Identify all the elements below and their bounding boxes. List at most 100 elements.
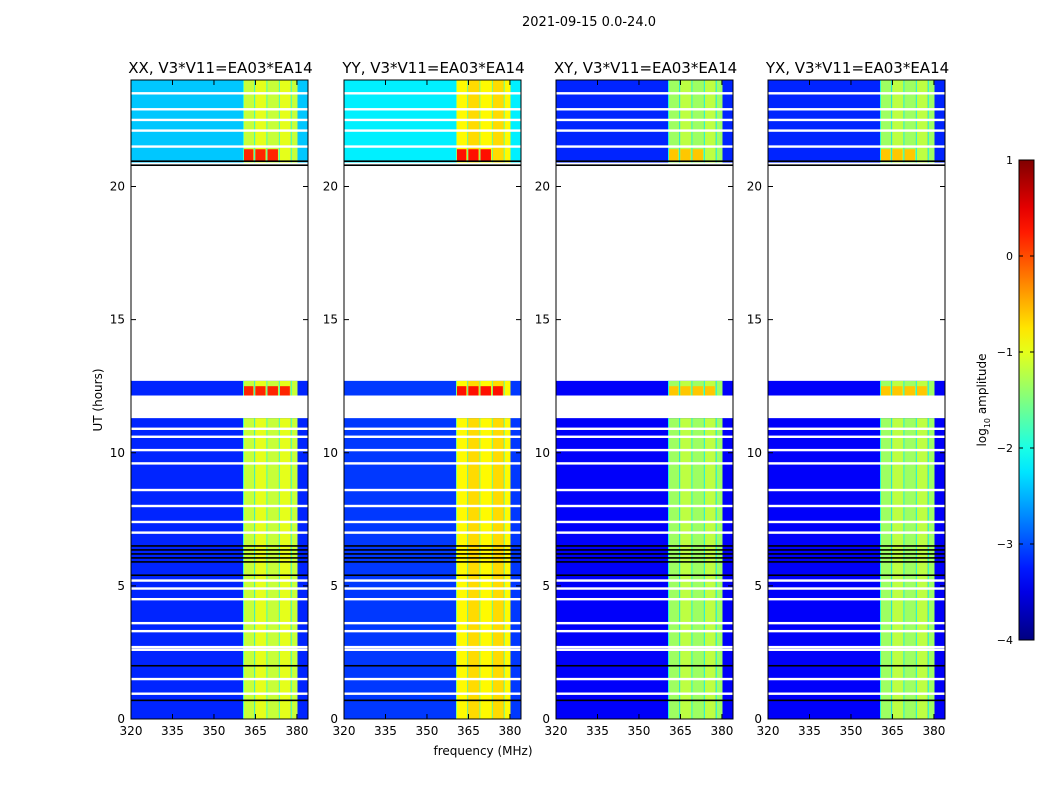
dark-row [344,664,521,667]
subband-cell [691,418,704,719]
subband-edge [290,80,292,163]
hot-cell [244,149,254,162]
flagged-row [768,629,945,633]
subband-cell [927,80,935,163]
subband-cell [243,80,255,163]
dark-row [131,561,308,563]
hot-cell [916,386,927,396]
flagged-row [556,587,733,590]
subband-edge [479,418,481,719]
y-tick-label: 10 [747,446,762,460]
flagged-row [768,648,945,651]
hot-cell [468,386,479,396]
flagged-row [768,427,945,430]
subband-edge [679,380,681,396]
x-tick-label: 365 [244,724,267,738]
flagged-row [131,645,308,649]
subband-edge [266,418,268,719]
y-tick-label: 20 [747,180,762,194]
subband-edge [491,380,493,396]
subband-cell [703,418,716,719]
y-tick-label: 20 [323,180,338,194]
subband-edge [927,80,929,163]
flagged-row [344,108,521,111]
flagged-row [131,520,308,524]
x-tick-label: 365 [457,724,480,738]
flagged-row [556,645,733,649]
y-tick-label: 15 [535,313,550,327]
x-tick-label: 335 [798,724,821,738]
y-tick-label: 15 [323,313,338,327]
y-tick-label: 5 [117,579,125,593]
subband-edge [278,418,280,719]
hot-cell [704,386,715,396]
x-tick-label: 320 [333,724,356,738]
subband-cell [290,380,298,396]
subband-edge [880,418,881,719]
flagged-row [344,435,521,438]
subband-edge [266,380,268,396]
dark-row [344,557,521,559]
flagged-row [556,504,733,508]
colorbar-tick-label: −3 [997,538,1013,551]
flagged-row [768,118,945,122]
flagged-row [768,92,945,95]
subband-cell [891,418,904,719]
colorbar-tick-label: −2 [997,442,1013,455]
flagged-row [344,692,521,695]
subband-edge [668,80,669,163]
subband-cell [891,80,904,163]
dark-row [344,553,521,555]
panel-title: XY, V3*V11=EA03*EA14 [554,59,737,77]
flagged-row [131,531,308,534]
subband-cell [715,80,723,163]
hot-cell [480,149,491,162]
subband-cell [278,80,291,163]
hot-cell [457,386,467,396]
dark-row [556,574,733,577]
subband-cell [927,380,935,396]
flagged-row [344,645,521,649]
flagged-row [344,504,521,508]
colorbar-tick-label: −1 [997,346,1013,359]
flagged-row [131,435,308,438]
dark-row [556,664,733,667]
y-axis-label: UT (hours) [91,368,105,431]
subband-cell [467,80,480,163]
hot-cell [267,149,278,162]
flagged-row [131,129,308,132]
subband-cell [679,418,692,719]
dark-row [344,160,521,163]
flagged-row [344,579,521,582]
flagged-row [344,621,521,625]
subband-edge [880,80,881,163]
flagged-row [768,692,945,695]
subband-cell [266,80,279,163]
hot-cell [457,149,467,162]
dark-row [131,557,308,559]
flagged-row [131,504,308,508]
flagged-row [344,145,521,148]
dark-row [556,545,733,547]
dark-row [556,160,733,163]
subband-cell [479,80,492,163]
flagged-row [556,118,733,122]
flagged-row [344,677,521,681]
dark-row [344,561,521,563]
subband-cell [915,418,928,719]
colorbar-label-prefix: log [975,428,989,446]
flagged-row [556,462,733,465]
subband-edge [479,80,481,163]
dark-row [131,164,308,166]
dark-row [768,553,945,555]
dark-row [768,549,945,551]
subband-cell [903,80,916,163]
subband-cell [254,80,267,163]
flagged-row [768,129,945,132]
subband-cell [703,80,716,163]
flagged-row [768,462,945,465]
x-tick-label: 350 [203,724,226,738]
flagged-row [556,435,733,438]
y-tick-label: 15 [747,313,762,327]
hot-cell [692,386,703,396]
